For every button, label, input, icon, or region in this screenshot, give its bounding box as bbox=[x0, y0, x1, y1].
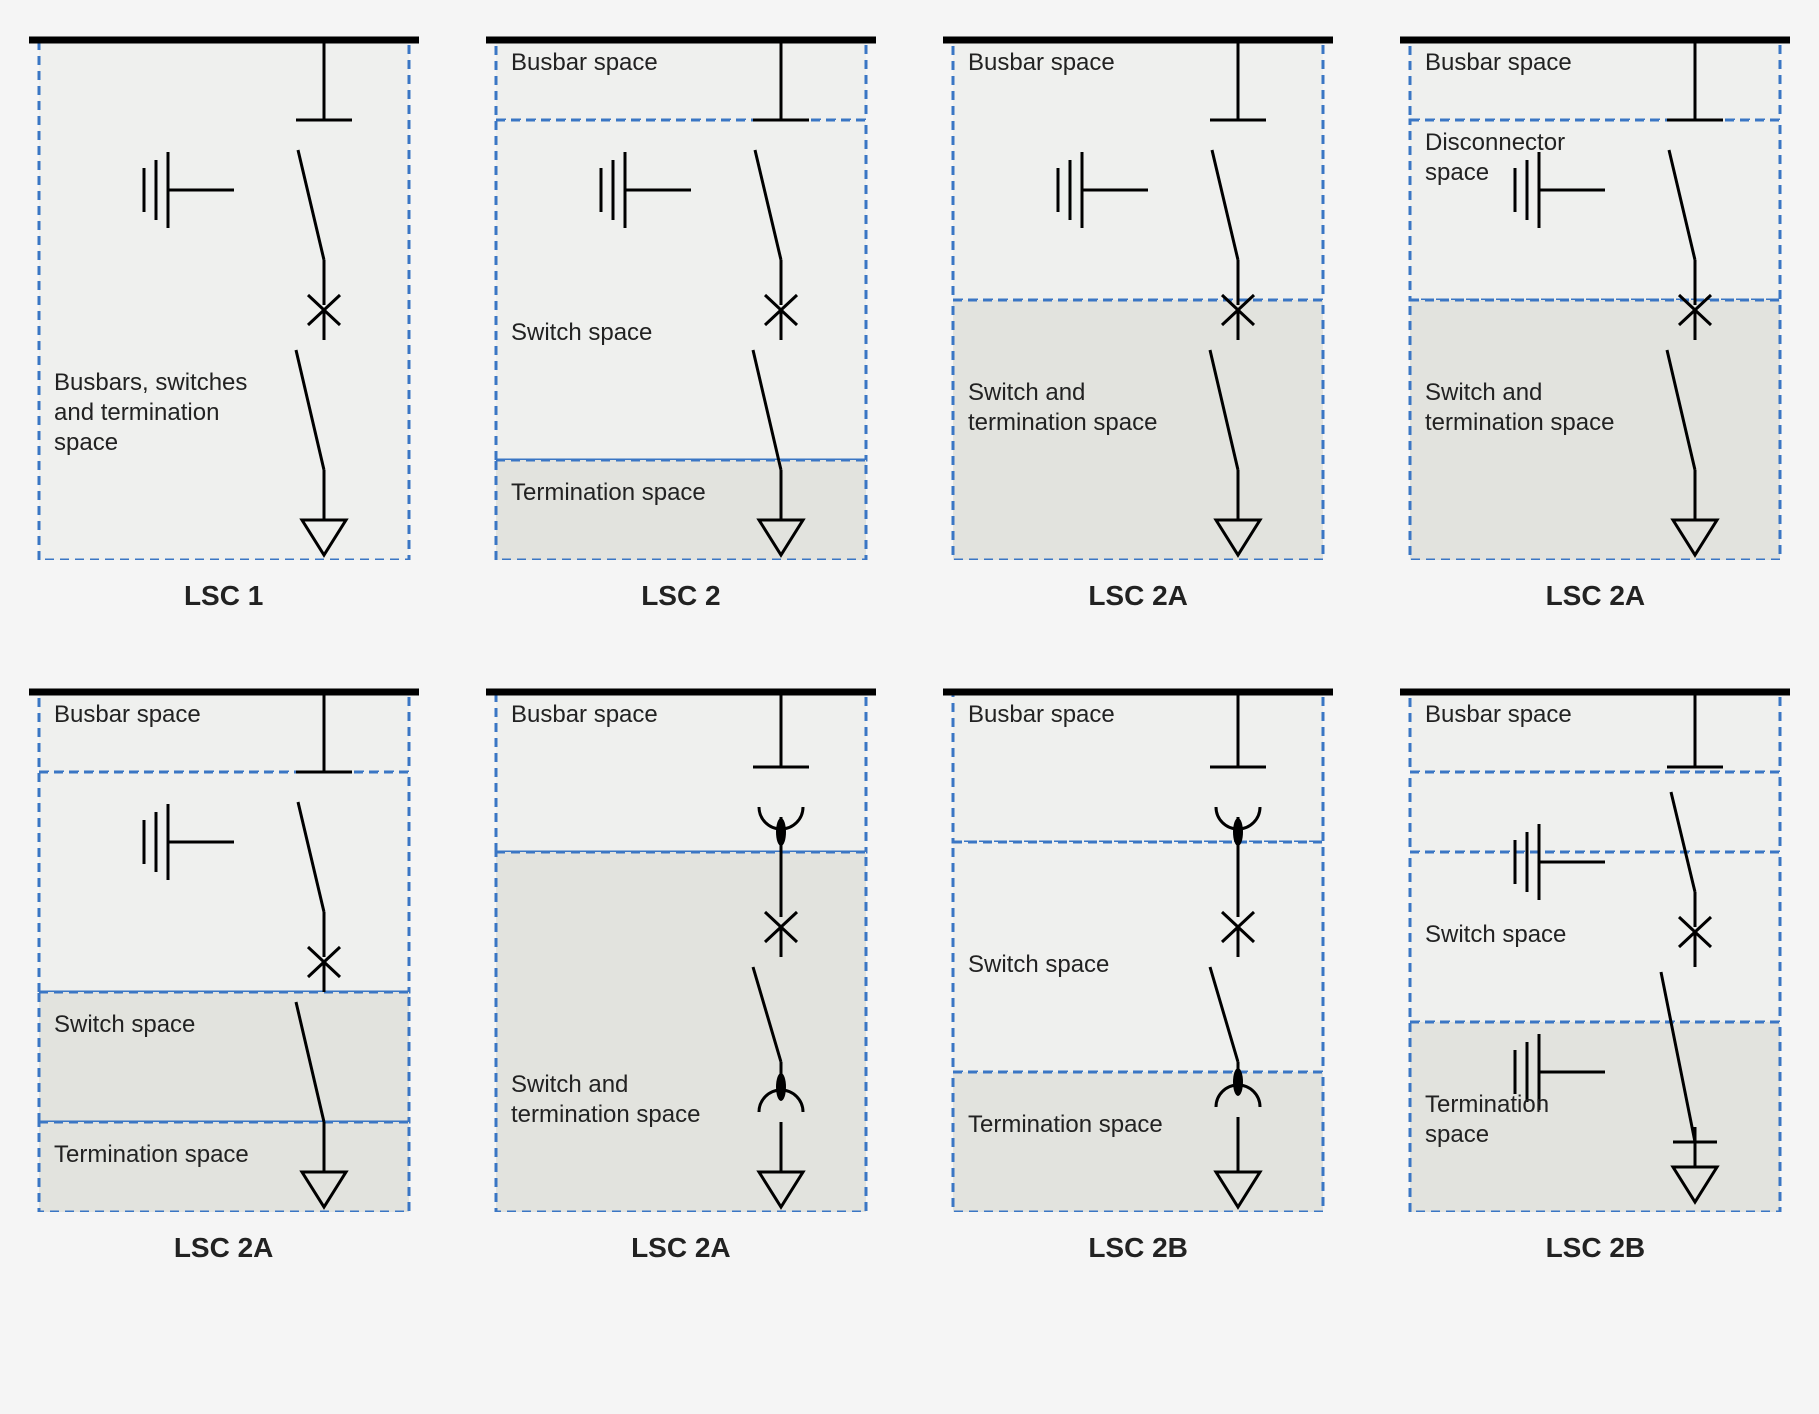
panel-title: LSC 2A bbox=[1088, 580, 1188, 612]
panel-lsc2a_2: Busbar space Disconnector space Switch and t… bbox=[1400, 20, 1790, 560]
panel-title: LSC 2 bbox=[641, 580, 720, 612]
panel-lsc2b_1: Busbar space Switch space Termination spac… bbox=[943, 672, 1333, 1212]
panel-svg-wrap: Busbar space Switch space Termination spac… bbox=[29, 672, 419, 1212]
compartment-label: Switch and bbox=[511, 1071, 628, 1098]
compartment-label: Switch space bbox=[511, 319, 652, 346]
panel-lsc2a_4: Busbar space Switch and termination space bbox=[486, 672, 876, 1212]
compartment-label: Busbar space bbox=[968, 701, 1115, 728]
compartment-label: Busbar space bbox=[511, 701, 658, 728]
compartment-label: termination space bbox=[511, 1101, 700, 1128]
compartment-label: Termination bbox=[1425, 1091, 1549, 1118]
diagram-grid: Busbars, switches and termination space LS… bbox=[20, 20, 1799, 1264]
panel-svg-wrap: Busbars, switches and termination space bbox=[29, 20, 419, 560]
panel-svg-wrap: Busbar space Switch and termination space bbox=[486, 672, 876, 1212]
compartment-label: termination space bbox=[968, 409, 1157, 436]
compartment-label: Disconnector bbox=[1425, 129, 1565, 156]
panel-svg-wrap: Busbar space Switch space Termination spac… bbox=[486, 20, 876, 560]
panel-title: LSC 2A bbox=[174, 1232, 274, 1264]
compartment-label: Switch space bbox=[1425, 921, 1566, 948]
panel-cell: Busbar space Switch space Termination space… bbox=[1392, 672, 1799, 1264]
compartment-label: Busbar space bbox=[511, 49, 658, 76]
compartment-label: Termination space bbox=[968, 1111, 1163, 1138]
compartment-label: space bbox=[1425, 1121, 1489, 1148]
panel-title: LSC 2A bbox=[631, 1232, 731, 1264]
panel-title: LSC 2B bbox=[1088, 1232, 1188, 1264]
panel-cell: Busbar space Switch space Termination spac… bbox=[477, 20, 884, 612]
compartment-label: space bbox=[1425, 159, 1489, 186]
panel-cell: Busbar space Switch space Termination spac… bbox=[935, 672, 1342, 1264]
panel-lsc2a_1: Busbar space Switch and termination space bbox=[943, 20, 1333, 560]
panel-svg-wrap: Busbar space Switch space Termination spac… bbox=[943, 672, 1333, 1212]
panel-title: LSC 1 bbox=[184, 580, 263, 612]
compartment-label: Termination space bbox=[511, 479, 706, 506]
panel-cell: Busbar space Disconnector space Switch and t… bbox=[1392, 20, 1799, 612]
compartment-label: Busbar space bbox=[1425, 701, 1572, 728]
compartment-label: Busbar space bbox=[54, 701, 201, 728]
panel-cell: Busbar spaceSwitch andtermination space … bbox=[935, 20, 1342, 612]
panel-svg-wrap: Busbar space Disconnector space Switch and t… bbox=[1400, 20, 1790, 560]
panel-lsc2a_3: Busbar space Switch space Termination spac… bbox=[29, 672, 419, 1212]
panel-svg-wrap: Busbar space Switch and termination space bbox=[943, 20, 1333, 560]
compartment-label: Busbar space bbox=[1425, 49, 1572, 76]
compartment-label: Busbar space bbox=[968, 49, 1115, 76]
compartment-label: Switch space bbox=[54, 1011, 195, 1038]
panel-lsc2b_2: Busbar space Switch space Termination space bbox=[1400, 672, 1790, 1212]
panel-cell: Busbar spaceSwitch andtermination space … bbox=[477, 672, 884, 1264]
compartment-label: termination space bbox=[1425, 409, 1614, 436]
panel-lsc1: Busbars, switches and termination space bbox=[29, 20, 419, 560]
compartment-label: Termination space bbox=[54, 1141, 249, 1168]
panel-title: LSC 2B bbox=[1546, 1232, 1646, 1264]
panel-cell: Busbar space Switch space Termination spac… bbox=[20, 672, 427, 1264]
compartment-label: Busbars, switches bbox=[54, 369, 247, 396]
compartment-label: and termination bbox=[54, 399, 219, 426]
compartment-label: space bbox=[54, 429, 118, 456]
panel-title: LSC 2A bbox=[1546, 580, 1646, 612]
panel-cell: Busbars, switches and termination space LS… bbox=[20, 20, 427, 612]
panel-svg-wrap: Busbar space Switch space Termination space bbox=[1400, 672, 1790, 1212]
compartment-label: Switch space bbox=[968, 951, 1109, 978]
compartment-label: Switch and bbox=[1425, 379, 1542, 406]
panel-lsc2: Busbar space Switch space Termination spac… bbox=[486, 20, 876, 560]
compartment-label: Switch and bbox=[968, 379, 1085, 406]
